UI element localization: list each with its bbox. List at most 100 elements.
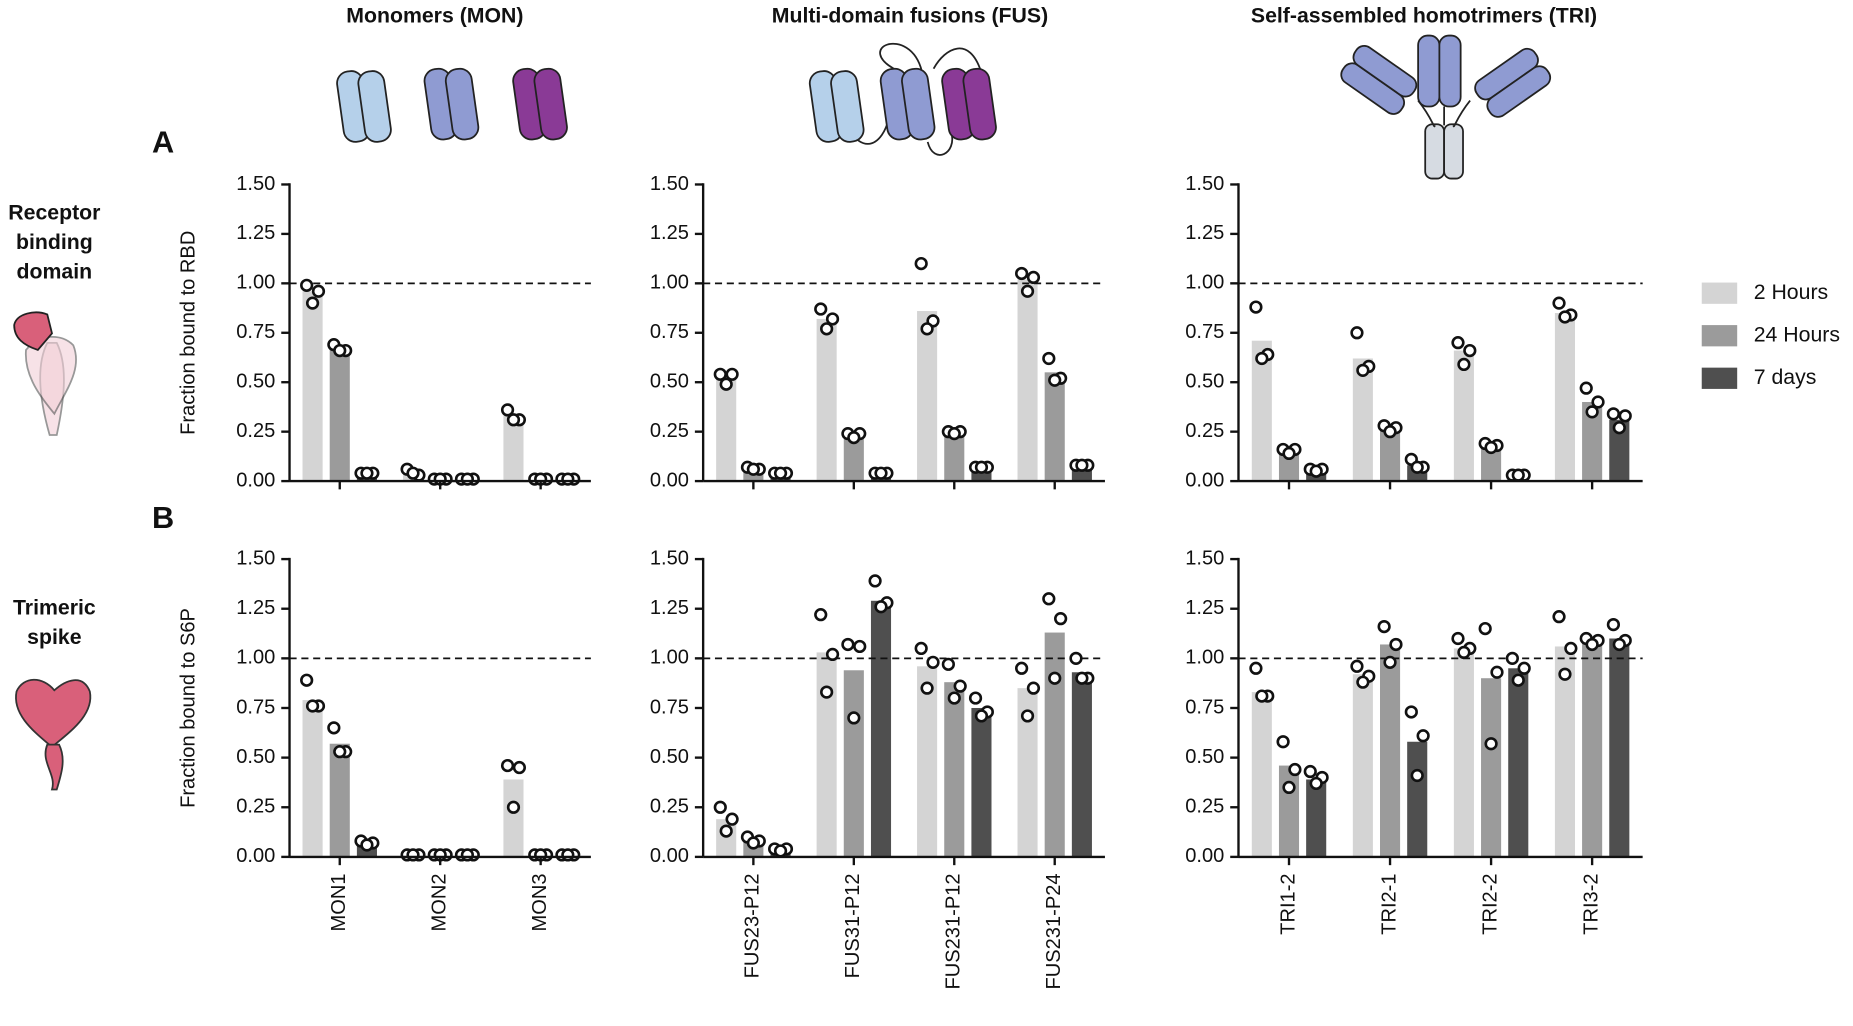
data-point	[847, 430, 861, 445]
bar	[302, 700, 323, 857]
data-point	[746, 462, 760, 476]
y-tick-label: 1.25	[1185, 597, 1224, 619]
legend-label: 24 Hours	[1754, 322, 1840, 346]
bar	[1044, 372, 1065, 482]
y-tick-label: 1.50	[1185, 173, 1224, 195]
y-tick-label: 0.75	[236, 696, 275, 718]
data-point	[460, 848, 475, 862]
y-axis-label: Fraction bound to RBD	[177, 231, 199, 435]
data-point	[1410, 460, 1424, 474]
data-point	[820, 685, 834, 699]
data-point	[825, 647, 840, 662]
bar	[503, 415, 524, 482]
y-axis-label: Fraction bound to S6P	[177, 608, 199, 808]
y-tick-label: 1.50	[236, 173, 275, 195]
data-point	[1255, 351, 1269, 366]
data-point	[1020, 284, 1035, 298]
data-point	[406, 466, 420, 480]
bar	[1278, 451, 1300, 482]
fusion-icon	[808, 43, 997, 156]
bar	[1044, 632, 1065, 857]
y-tick-label: 0.25	[650, 420, 689, 442]
data-point	[1042, 351, 1056, 366]
bar	[1017, 688, 1038, 857]
data-point	[1048, 373, 1062, 387]
bar	[843, 435, 864, 482]
data-point	[725, 367, 739, 381]
y-tick-label: 0.50	[650, 746, 689, 768]
panel-letter: A	[152, 124, 174, 159]
y-tick-label: 0.00	[650, 469, 689, 491]
data-point	[773, 466, 788, 480]
bar	[816, 652, 837, 857]
bar	[1306, 779, 1327, 857]
bar	[329, 348, 350, 482]
data-point	[1015, 266, 1029, 281]
data-point	[1552, 610, 1566, 624]
data-point	[1356, 363, 1370, 377]
bar	[1481, 678, 1502, 857]
bar	[329, 743, 350, 857]
data-point	[1410, 768, 1424, 783]
data-point	[1042, 592, 1056, 606]
legend-swatch	[1701, 282, 1738, 304]
x-tick-label: MON2	[429, 873, 451, 931]
panel-letter: B	[152, 500, 174, 535]
data-point	[1383, 655, 1397, 669]
data-point	[1457, 357, 1471, 372]
data-point	[506, 413, 521, 427]
data-point	[1564, 641, 1578, 656]
legend-swatch	[1701, 367, 1738, 389]
y-tick-label: 1.25	[236, 597, 275, 619]
y-tick-label: 0.25	[1185, 796, 1224, 818]
data-point	[1075, 458, 1089, 472]
bar	[1609, 638, 1630, 857]
data-point	[1457, 645, 1471, 660]
x-tick-label: TRI1-2	[1277, 873, 1299, 934]
row-label: Trimeric	[13, 595, 96, 619]
data-point	[1249, 661, 1263, 675]
data-point	[1558, 310, 1572, 324]
data-point	[1054, 612, 1068, 626]
bar	[1352, 358, 1373, 482]
column-header: Self-assembled homotrimers (TRI)	[1251, 3, 1597, 27]
data-point	[305, 296, 320, 310]
data-point	[1069, 651, 1083, 665]
bar	[944, 431, 965, 482]
y-tick-label: 0.75	[1185, 321, 1224, 343]
data-point	[506, 800, 521, 814]
y-tick-label: 0.25	[650, 796, 689, 818]
data-point	[1612, 637, 1626, 652]
x-tick-label: MON1	[328, 873, 350, 931]
data-point	[1591, 395, 1605, 409]
bar	[1554, 646, 1575, 857]
data-point	[1020, 709, 1035, 723]
data-point	[1026, 681, 1041, 695]
bar	[1278, 765, 1300, 857]
data-point	[1618, 409, 1632, 423]
bar	[944, 682, 965, 857]
data-point	[847, 711, 861, 725]
y-tick-label: 0.25	[1185, 420, 1224, 442]
bar	[1380, 427, 1401, 482]
y-tick-label: 0.50	[1185, 746, 1224, 768]
data-point	[1026, 270, 1041, 285]
bar	[1582, 401, 1603, 482]
data-point	[1612, 421, 1626, 435]
data-point	[1350, 659, 1364, 673]
data-point	[1505, 651, 1519, 665]
data-point	[947, 691, 961, 705]
y-tick-label: 0.00	[1185, 469, 1224, 491]
y-tick-label: 1.00	[1185, 647, 1224, 669]
data-point	[926, 655, 940, 669]
y-tick-label: 1.25	[1185, 222, 1224, 244]
legend-label: 7 days	[1754, 365, 1817, 389]
y-tick-label: 1.00	[236, 272, 275, 294]
data-point	[968, 691, 983, 705]
bar	[917, 311, 938, 482]
data-point	[920, 681, 934, 695]
data-point	[1309, 776, 1323, 791]
bar	[1582, 640, 1603, 857]
